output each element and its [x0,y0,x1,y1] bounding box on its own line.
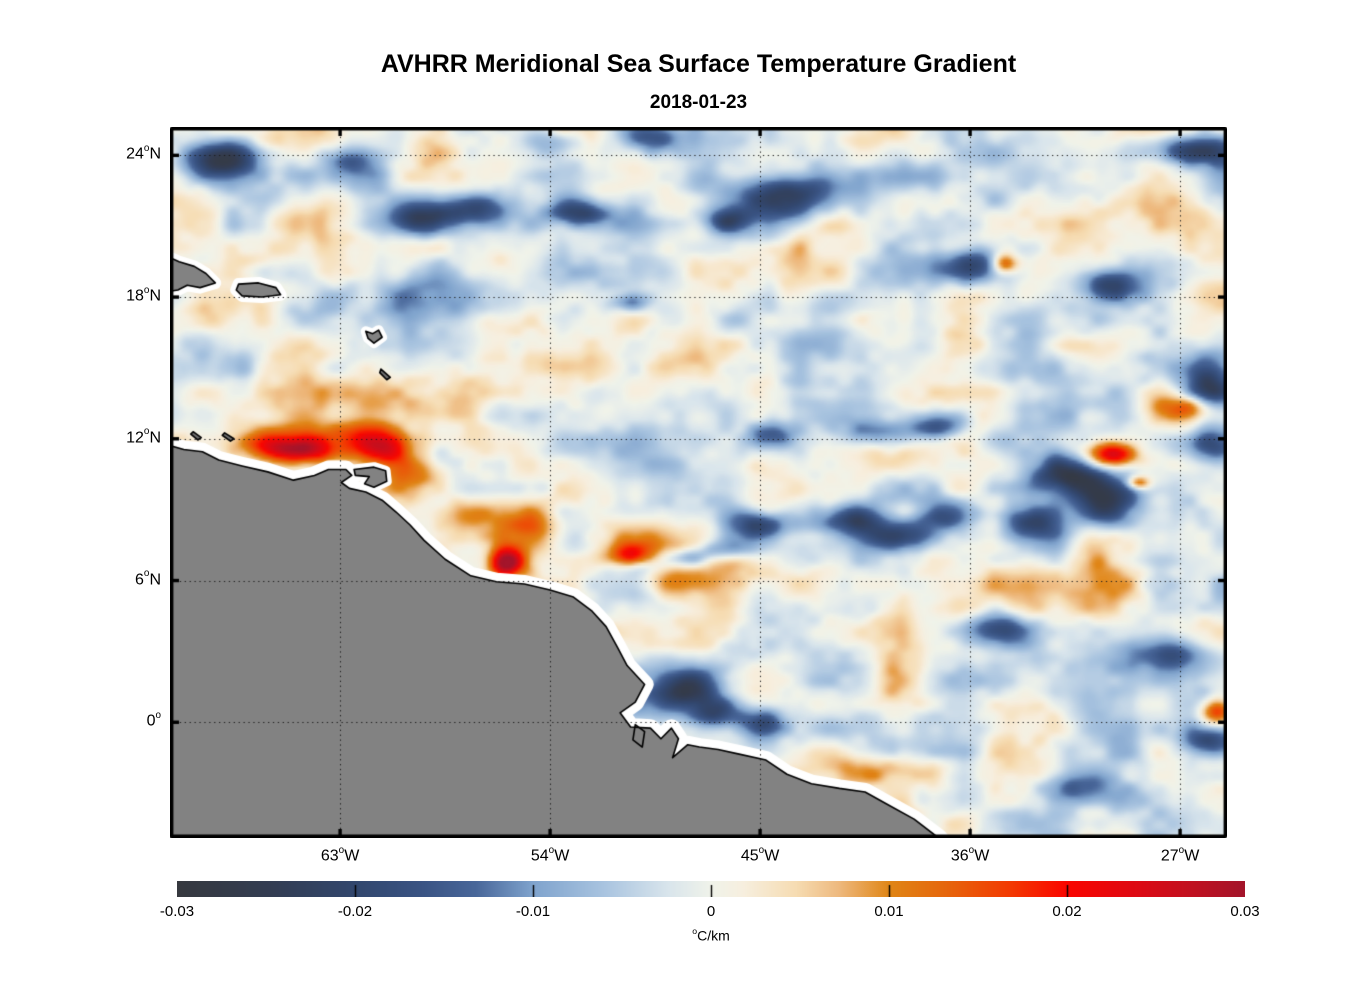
colorbar-tick-label: -0.01 [515,903,551,920]
colorbar-unit-label: oC/km [692,925,730,944]
x-tick-label: 36oW [950,844,990,865]
y-tick-label: 24oN [126,142,161,163]
colorbar-tick-label: 0.03 [1230,903,1260,920]
colorbar-canvas [177,881,1245,897]
x-tick-label: 63oW [320,844,360,865]
sst-gradient-map-canvas [170,127,1227,838]
colorbar-tick-label: -0.03 [159,903,195,920]
plot-title: AVHRR Meridional Sea Surface Temperature… [380,50,1017,78]
y-tick-label: 0o [146,709,161,730]
x-tick-label: 45oW [740,844,780,865]
y-tick-label: 18oN [126,284,161,305]
colorbar-tick-label: 0.02 [1052,903,1082,920]
colorbar-tick-label: -0.02 [337,903,373,920]
y-tick-label: 6oN [135,568,161,588]
colorbar-tick-label: 0.01 [874,903,904,920]
x-tick-label: 54oW [530,844,570,865]
plot-date: 2018-01-23 [649,92,748,113]
colorbar-tick-label: 0 [706,903,716,920]
y-tick-label: 12oN [126,426,161,447]
x-tick-label: 27oW [1160,844,1200,865]
